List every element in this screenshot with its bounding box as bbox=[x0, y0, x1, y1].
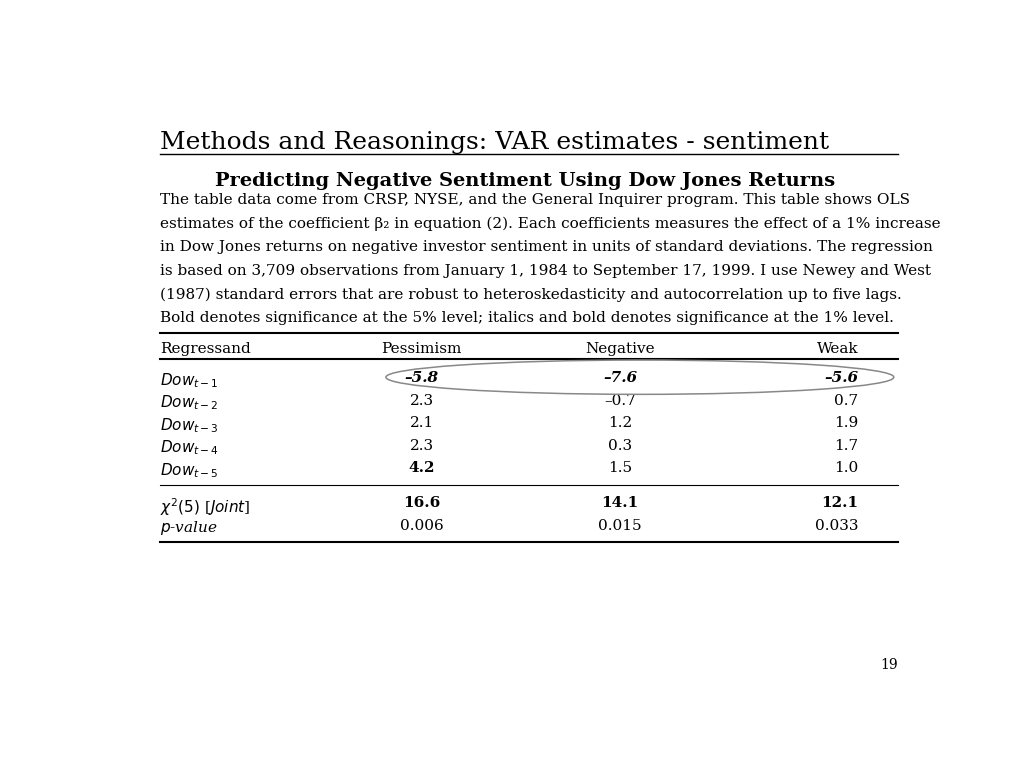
Text: estimates of the coefficient β₂ in equation (2). Each coefficients measures the : estimates of the coefficient β₂ in equat… bbox=[160, 217, 940, 230]
Text: Regressand: Regressand bbox=[160, 342, 251, 356]
Text: $\mathit{Dow}_{t-2}$: $\mathit{Dow}_{t-2}$ bbox=[160, 394, 218, 412]
Text: Methods and Reasonings: VAR estimates - sentiment: Methods and Reasonings: VAR estimates - … bbox=[160, 131, 828, 154]
Text: Pessimism: Pessimism bbox=[382, 342, 462, 356]
Text: is based on 3,709 observations from January 1, 1984 to September 17, 1999. I use: is based on 3,709 observations from Janu… bbox=[160, 263, 931, 278]
Text: 1.7: 1.7 bbox=[834, 439, 858, 452]
Text: $\chi^2(5)$ [$\mathit{Joint}$]: $\chi^2(5)$ [$\mathit{Joint}$] bbox=[160, 496, 250, 518]
Text: 2.1: 2.1 bbox=[410, 416, 434, 430]
Text: in Dow Jones returns on negative investor sentiment in units of standard deviati: in Dow Jones returns on negative investo… bbox=[160, 240, 933, 254]
Text: $\mathit{Dow}_{t-3}$: $\mathit{Dow}_{t-3}$ bbox=[160, 416, 218, 435]
Text: 0.015: 0.015 bbox=[598, 518, 642, 532]
Text: (1987) standard errors that are robust to heteroskedasticity and autocorrelation: (1987) standard errors that are robust t… bbox=[160, 287, 901, 302]
Text: $\mathit{Dow}_{t-5}$: $\mathit{Dow}_{t-5}$ bbox=[160, 461, 218, 480]
Text: Weak: Weak bbox=[816, 342, 858, 356]
Text: 14.1: 14.1 bbox=[601, 496, 639, 510]
Text: 2.3: 2.3 bbox=[410, 394, 434, 408]
Text: 2.3: 2.3 bbox=[410, 439, 434, 452]
Text: –0.7: –0.7 bbox=[604, 394, 636, 408]
Text: 0.033: 0.033 bbox=[815, 518, 858, 532]
Text: $\mathit{Dow}_{t-1}$: $\mathit{Dow}_{t-1}$ bbox=[160, 371, 218, 390]
Text: Negative: Negative bbox=[586, 342, 654, 356]
Text: 16.6: 16.6 bbox=[403, 496, 440, 510]
Text: 1.2: 1.2 bbox=[608, 416, 632, 430]
Text: 4.2: 4.2 bbox=[409, 461, 435, 475]
Text: $\mathit{Dow}_{t-4}$: $\mathit{Dow}_{t-4}$ bbox=[160, 439, 219, 458]
Text: 1.9: 1.9 bbox=[834, 416, 858, 430]
Text: 0.7: 0.7 bbox=[834, 394, 858, 408]
Text: 12.1: 12.1 bbox=[821, 496, 858, 510]
Text: 0.3: 0.3 bbox=[608, 439, 632, 452]
Text: Bold denotes significance at the 5% level; italics and bold denotes significance: Bold denotes significance at the 5% leve… bbox=[160, 311, 894, 325]
Text: 0.006: 0.006 bbox=[399, 518, 443, 532]
Text: 1.0: 1.0 bbox=[834, 461, 858, 475]
Text: 1.5: 1.5 bbox=[608, 461, 632, 475]
Text: The table data come from CRSP, NYSE, and the General Inquirer program. This tabl: The table data come from CRSP, NYSE, and… bbox=[160, 193, 909, 207]
Text: $p$-value: $p$-value bbox=[160, 518, 217, 537]
Text: Predicting Negative Sentiment Using Dow Jones Returns: Predicting Negative Sentiment Using Dow … bbox=[215, 172, 835, 190]
Text: –7.6: –7.6 bbox=[603, 371, 637, 386]
Text: 19: 19 bbox=[881, 657, 898, 672]
Text: –5.8: –5.8 bbox=[404, 371, 438, 386]
Text: –5.6: –5.6 bbox=[824, 371, 858, 386]
